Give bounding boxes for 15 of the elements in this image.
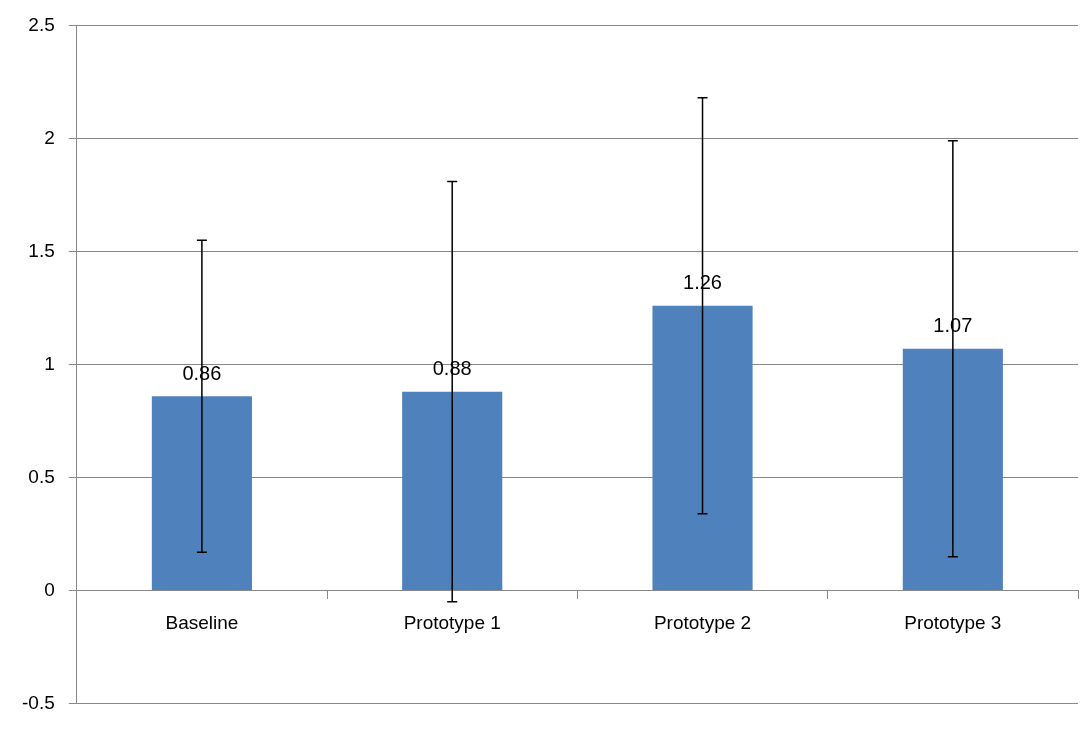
bar — [151, 396, 252, 591]
y-tick-label: -0.5 — [21, 691, 55, 713]
x-tick-label: Baseline — [165, 612, 239, 634]
y-tick-label: 1.5 — [28, 239, 55, 261]
x-tick-label: Prototype 2 — [653, 612, 752, 634]
x-tick-label: Prototype 1 — [403, 612, 501, 634]
y-tick-label: 2.5 — [28, 13, 55, 35]
bar — [902, 348, 1003, 591]
y-tick-label: 0.5 — [28, 465, 55, 487]
bar — [402, 391, 503, 591]
y-tick-label: 2 — [44, 126, 55, 148]
y-tick-label: 1 — [44, 352, 55, 374]
y-tick-label: 0 — [44, 578, 55, 600]
bar — [652, 305, 753, 591]
x-tick-label: Prototype 3 — [904, 612, 1002, 634]
